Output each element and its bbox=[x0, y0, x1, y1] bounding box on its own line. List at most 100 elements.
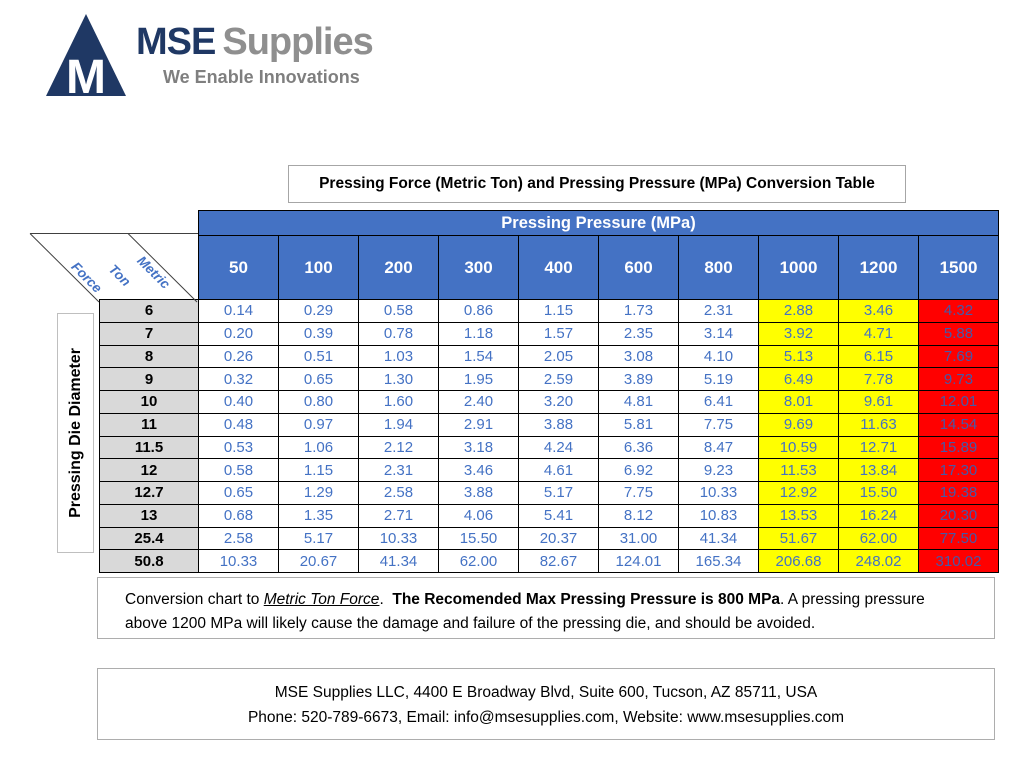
value-cell: 7.75 bbox=[598, 481, 679, 505]
value-cell: 41.34 bbox=[358, 549, 439, 573]
value-cell: 14.54 bbox=[918, 412, 999, 437]
table-row: 12 0.58 1.15 2.31 3.46 4.61 6.92 9.23 11.53 13.84… bbox=[99, 458, 999, 482]
value-cell: 3.18 bbox=[438, 435, 519, 460]
value-cell: 6.15 bbox=[838, 344, 919, 369]
value-cell: 3.14 bbox=[678, 321, 759, 346]
value-cell: 62.00 bbox=[838, 526, 919, 551]
note-text-1: Conversion chart to bbox=[125, 591, 264, 608]
value-cell: 7.75 bbox=[678, 412, 759, 437]
value-cell: 4.71 bbox=[838, 321, 919, 346]
value-cell: 0.40 bbox=[198, 390, 279, 414]
value-cell: 248.02 bbox=[838, 549, 919, 573]
value-cell: 1.15 bbox=[278, 458, 359, 482]
value-cell: 41.34 bbox=[678, 526, 759, 551]
value-cell: 2.71 bbox=[358, 503, 439, 528]
value-cell: 2.88 bbox=[758, 299, 839, 323]
value-cell: 10.59 bbox=[758, 435, 839, 460]
value-cell: 0.48 bbox=[198, 412, 279, 437]
pressure-column-header: 1000 bbox=[758, 235, 839, 300]
value-cell: 77.50 bbox=[918, 526, 999, 551]
value-cell: 19.38 bbox=[918, 481, 999, 505]
value-cell: 1.60 bbox=[358, 390, 439, 414]
pressure-banner: Pressing Pressure (MPa) bbox=[198, 210, 999, 236]
logo-tagline: We Enable Innovations bbox=[163, 66, 360, 87]
diameter-row-header: 12.7 bbox=[99, 481, 199, 505]
value-cell: 5.19 bbox=[678, 367, 759, 391]
value-cell: 6.36 bbox=[598, 435, 679, 460]
value-cell: 2.58 bbox=[198, 526, 279, 551]
pressure-column-header: 300 bbox=[438, 235, 519, 300]
value-cell: 1.94 bbox=[358, 412, 439, 437]
value-cell: 0.26 bbox=[198, 344, 279, 369]
value-cell: 2.58 bbox=[358, 481, 439, 505]
value-cell: 0.32 bbox=[198, 367, 279, 391]
value-cell: 5.13 bbox=[758, 344, 839, 369]
note-text-2: . bbox=[379, 591, 393, 608]
value-cell: 0.80 bbox=[278, 390, 359, 414]
value-cell: 0.58 bbox=[198, 458, 279, 482]
value-cell: 6.49 bbox=[758, 367, 839, 391]
value-cell: 15.50 bbox=[838, 481, 919, 505]
value-cell: 5.81 bbox=[598, 412, 679, 437]
value-cell: 11.63 bbox=[838, 412, 919, 437]
value-cell: 8.12 bbox=[598, 503, 679, 528]
value-cell: 0.14 bbox=[198, 299, 279, 323]
logo-name-primary: MSE bbox=[136, 21, 216, 63]
note-text-3: . A pressing pressure above 1200 MPa wil… bbox=[125, 591, 930, 632]
value-cell: 165.34 bbox=[678, 549, 759, 573]
value-cell: 9.69 bbox=[758, 412, 839, 437]
value-cell: 1.06 bbox=[278, 435, 359, 460]
table-row: 10 0.40 0.80 1.60 2.40 3.20 4.81 6.41 8.01 9.61 12… bbox=[99, 390, 999, 414]
pressure-header-row: 50 100 200 300 400 600 800 1000 1200 1500 bbox=[100, 235, 999, 300]
value-cell: 3.92 bbox=[758, 321, 839, 346]
value-cell: 0.58 bbox=[358, 299, 439, 323]
pressure-column-header: 400 bbox=[518, 235, 599, 300]
conversion-table: Pressing Pressure (MPa) 50 100 200 300 400 60… bbox=[99, 210, 999, 573]
value-cell: 7.78 bbox=[838, 367, 919, 391]
value-cell: 4.61 bbox=[518, 458, 599, 482]
company-address-line: MSE Supplies LLC, 4400 E Broadway Blvd, … bbox=[274, 684, 818, 701]
die-diameter-axis-box: Pressing Die Diameter bbox=[57, 313, 94, 553]
table-row: 9 0.32 0.65 1.30 1.95 2.59 3.89 5.19 6.49 7.78 9.7… bbox=[99, 367, 999, 391]
diameter-row-header: 13 bbox=[99, 503, 199, 528]
value-cell: 9.73 bbox=[918, 367, 999, 391]
diameter-row-header: 8 bbox=[99, 344, 199, 369]
value-cell: 0.65 bbox=[278, 367, 359, 391]
pressure-column-header: 100 bbox=[278, 235, 359, 300]
logo-triangle-icon: M bbox=[46, 14, 126, 96]
value-cell: 310.02 bbox=[918, 549, 999, 573]
logo-name-secondary: Supplies bbox=[222, 21, 373, 63]
diameter-row-header: 7 bbox=[99, 321, 199, 346]
value-cell: 20.30 bbox=[918, 503, 999, 528]
value-cell: 31.00 bbox=[598, 526, 679, 551]
corner-blank-cell bbox=[100, 211, 199, 236]
value-cell: 1.03 bbox=[358, 344, 439, 369]
value-cell: 0.86 bbox=[438, 299, 519, 323]
value-cell: 13.84 bbox=[838, 458, 919, 482]
pressure-column-header: 1200 bbox=[838, 235, 919, 300]
diameter-row-header: 11 bbox=[99, 412, 199, 437]
value-cell: 0.78 bbox=[358, 321, 439, 346]
value-cell: 2.91 bbox=[438, 412, 519, 437]
value-cell: 0.29 bbox=[278, 299, 359, 323]
value-cell: 3.08 bbox=[598, 344, 679, 369]
value-cell: 4.06 bbox=[438, 503, 519, 528]
die-diameter-axis-label: Pressing Die Diameter bbox=[66, 348, 84, 518]
value-cell: 5.41 bbox=[518, 503, 599, 528]
value-cell: 3.89 bbox=[598, 367, 679, 391]
value-cell: 2.35 bbox=[598, 321, 679, 346]
table-row: 13 0.68 1.35 2.71 4.06 5.41 8.12 10.83 13.53 16.2… bbox=[99, 503, 999, 528]
value-cell: 15.89 bbox=[918, 435, 999, 460]
value-cell: 4.81 bbox=[598, 390, 679, 414]
value-cell: 1.95 bbox=[438, 367, 519, 391]
company-contact-line: Phone: 520-789-6673, Email: info@msesupp… bbox=[247, 709, 845, 726]
table-row: 11.5 0.53 1.06 2.12 3.18 4.24 6.36 8.47 10.59 12.… bbox=[99, 435, 999, 460]
value-cell: 2.31 bbox=[678, 299, 759, 323]
logo-text: MSE Supplies We Enable Innovations bbox=[136, 14, 374, 88]
value-cell: 5.17 bbox=[278, 526, 359, 551]
corner-diagonal-cell bbox=[100, 236, 199, 300]
value-cell: 0.65 bbox=[198, 481, 279, 505]
conversion-table-body: 6 0.14 0.29 0.58 0.86 1.15 1.73 2.31 2.88 3.46 4.3… bbox=[99, 299, 999, 573]
note-text-recommended: The Recomended Max Pressing Pressure is … bbox=[392, 591, 781, 608]
